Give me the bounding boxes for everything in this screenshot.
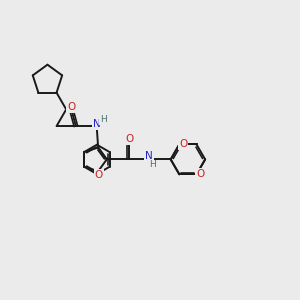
Text: N: N <box>145 152 153 161</box>
Text: H: H <box>149 160 156 169</box>
Text: O: O <box>67 102 76 112</box>
Text: H: H <box>100 115 106 124</box>
Text: O: O <box>94 170 103 180</box>
Text: O: O <box>196 169 205 179</box>
Text: O: O <box>125 134 133 144</box>
Text: N: N <box>93 119 101 129</box>
Text: O: O <box>179 140 187 149</box>
